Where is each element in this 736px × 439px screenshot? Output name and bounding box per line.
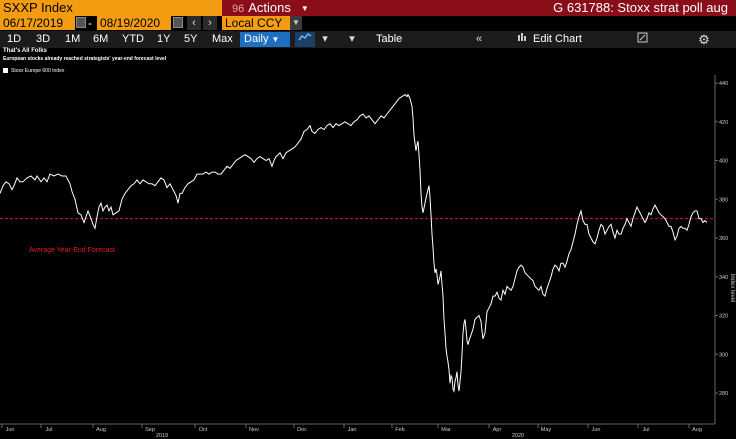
- edit-chart-glyph: [518, 33, 526, 41]
- chart-caption-title: That's All Folks: [3, 48, 47, 54]
- y-tick-label: 300: [719, 352, 728, 358]
- annotate-icon[interactable]: [635, 32, 649, 47]
- forecast-label: Average Year-End Forecast: [29, 247, 115, 254]
- range-1m-button[interactable]: 1M: [65, 33, 81, 45]
- x-year-label: 2019: [156, 433, 168, 439]
- y-tick-label: 420: [719, 120, 728, 126]
- table-button[interactable]: Table: [376, 33, 403, 45]
- x-tick-label: Nov: [249, 427, 259, 433]
- calendar-icon[interactable]: [76, 17, 86, 28]
- x-tick-label: Jan: [348, 427, 357, 433]
- y-axis-label: Index level: [729, 274, 735, 303]
- x-tick-label: Jul: [45, 427, 52, 433]
- prev-period-button[interactable]: ‹: [187, 16, 201, 30]
- security-ticker-field[interactable]: SXXP Index: [0, 0, 222, 16]
- y-tick-label: 320: [719, 314, 728, 320]
- range-max-button[interactable]: Max: [212, 33, 233, 45]
- collapse-left-icon[interactable]: «: [475, 33, 483, 45]
- chevron-down-icon[interactable]: ▼: [290, 16, 302, 30]
- chevron-down-icon[interactable]: ▾: [349, 33, 355, 45]
- legend-label: Stoxx Europe 600 Index: [11, 68, 65, 74]
- toolbar: [0, 31, 736, 48]
- x-tick-label: May: [541, 427, 552, 433]
- x-year-label: 2020: [512, 433, 524, 439]
- y-tick-label: 360: [719, 236, 728, 242]
- currency-select[interactable]: Local CCY: [222, 16, 290, 30]
- start-date-field[interactable]: 06/17/2019: [0, 16, 75, 30]
- range-3d-button[interactable]: 3D: [36, 33, 51, 45]
- x-tick-label: Mar: [441, 427, 451, 433]
- x-tick-label: Aug: [692, 427, 702, 433]
- next-period-button[interactable]: ›: [203, 16, 217, 30]
- x-tick-label: Aug: [96, 427, 106, 433]
- gear-icon[interactable]: ⚙: [698, 32, 710, 47]
- frequency-select[interactable]: Daily ▼: [240, 32, 290, 47]
- x-tick-label: Sep: [145, 427, 155, 433]
- y-tick-label: 280: [719, 391, 728, 397]
- y-tick-label: 440: [719, 81, 728, 87]
- edit-chart-button[interactable]: Edit Chart: [533, 33, 582, 45]
- range-ytd-button[interactable]: YTD: [122, 33, 144, 45]
- x-tick-label: Jul: [642, 427, 649, 433]
- chart-caption-subtitle: European stocks already reached strategi…: [3, 56, 167, 62]
- line-chart-icon[interactable]: [295, 32, 315, 47]
- chevron-down-icon: ▼: [271, 35, 280, 44]
- x-tick-label: Oct: [199, 427, 208, 433]
- cookie-icon: 96: [232, 3, 245, 15]
- range-1y-button[interactable]: 1Y: [157, 33, 171, 45]
- y-tick-label: 340: [719, 275, 728, 281]
- date-separator: -: [88, 16, 92, 30]
- x-tick-label: Dec: [297, 427, 307, 433]
- edit-chart-icon: [516, 32, 528, 47]
- date-bar: [0, 16, 736, 31]
- y-tick-label: 400: [719, 159, 728, 165]
- legend-swatch: [3, 68, 8, 74]
- chart-title: G 631788: Stoxx strat poll aug: [322, 0, 736, 16]
- calendar-icon[interactable]: [173, 17, 183, 28]
- x-tick-label: Jun: [592, 427, 601, 433]
- actions-label: Actions: [248, 0, 291, 15]
- range-5y-button[interactable]: 5Y: [184, 33, 198, 45]
- annotate-glyph: [637, 32, 647, 43]
- y-tick-label: 380: [719, 197, 728, 203]
- x-tick-label: Jun: [6, 427, 15, 433]
- legend: Stoxx Europe 600 Index: [3, 68, 64, 74]
- x-tick-label: Feb: [395, 427, 404, 433]
- chevron-down-icon[interactable]: ▾: [322, 33, 328, 45]
- range-6m-button[interactable]: 6M: [93, 33, 109, 45]
- actions-menu-button[interactable]: 96 Actions ▼: [222, 0, 322, 16]
- frequency-label: Daily: [244, 33, 269, 45]
- price-chart[interactable]: 280 300 320 340 360 380 400 420 440 Jun Jul Aug Sep…: [0, 48, 736, 439]
- end-date-field[interactable]: 08/19/2020: [97, 16, 171, 30]
- range-1d-button[interactable]: 1D: [7, 33, 22, 45]
- x-tick-label: Apr: [493, 427, 502, 433]
- index-line: [0, 93, 708, 393]
- chevron-down-icon: ▼: [300, 3, 309, 13]
- line-chart-glyph: [298, 32, 312, 41]
